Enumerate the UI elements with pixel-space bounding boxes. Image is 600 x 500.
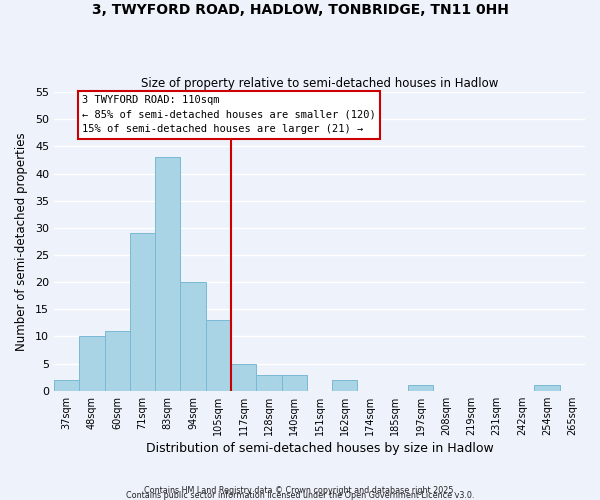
Bar xyxy=(130,234,155,391)
Bar xyxy=(79,336,104,391)
X-axis label: Distribution of semi-detached houses by size in Hadlow: Distribution of semi-detached houses by … xyxy=(146,442,493,455)
Bar xyxy=(231,364,256,391)
Bar xyxy=(281,374,307,391)
Bar xyxy=(155,157,181,391)
Bar xyxy=(181,282,206,391)
Text: Contains HM Land Registry data © Crown copyright and database right 2025.: Contains HM Land Registry data © Crown c… xyxy=(144,486,456,495)
Text: 3 TWYFORD ROAD: 110sqm
← 85% of semi-detached houses are smaller (120)
15% of se: 3 TWYFORD ROAD: 110sqm ← 85% of semi-det… xyxy=(82,95,376,134)
Bar xyxy=(535,386,560,391)
Y-axis label: Number of semi-detached properties: Number of semi-detached properties xyxy=(15,132,28,351)
Bar xyxy=(206,320,231,391)
Bar xyxy=(256,374,281,391)
Bar xyxy=(54,380,79,391)
Text: 3, TWYFORD ROAD, HADLOW, TONBRIDGE, TN11 0HH: 3, TWYFORD ROAD, HADLOW, TONBRIDGE, TN11… xyxy=(92,2,508,16)
Bar xyxy=(104,331,130,391)
Text: Contains public sector information licensed under the Open Government Licence v3: Contains public sector information licen… xyxy=(126,491,474,500)
Bar xyxy=(408,386,433,391)
Title: Size of property relative to semi-detached houses in Hadlow: Size of property relative to semi-detach… xyxy=(141,76,498,90)
Bar xyxy=(332,380,358,391)
